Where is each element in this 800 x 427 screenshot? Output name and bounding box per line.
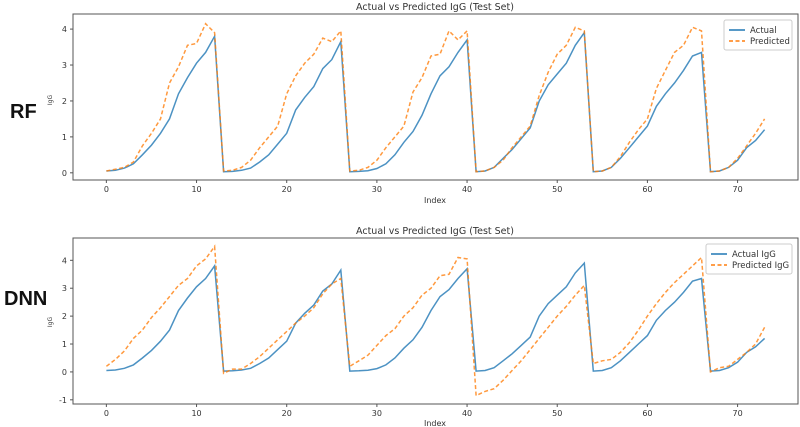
rf-panel: RF Actual vs Predicted IgG (Test Set) In…: [10, 2, 799, 205]
x-tick-label: 20: [282, 185, 292, 194]
legend-label: Actual: [750, 26, 777, 36]
x-tick-label: 0: [104, 185, 109, 194]
x-tick-label: 40: [462, 409, 472, 418]
y-tick-label: 4: [62, 256, 67, 265]
x-tick-label: 60: [642, 409, 652, 418]
plot-frame: [72, 13, 799, 181]
x-tick-label: 10: [191, 185, 201, 194]
y-axis-label: IgG: [47, 317, 54, 328]
plot-frame: [72, 237, 799, 405]
legend: [723, 19, 793, 51]
y-tick-label: 1: [62, 133, 67, 142]
chart-title: Actual vs Predicted IgG (Test Set): [356, 2, 514, 13]
x-tick-label: 50: [552, 409, 562, 418]
side-label: RF: [10, 101, 37, 123]
series-line-actual: [106, 30, 766, 173]
x-tick-label: 20: [282, 409, 292, 418]
series-line-actual-igg: [106, 261, 766, 372]
y-tick-label: 4: [62, 25, 67, 34]
side-label: DNN: [4, 288, 47, 310]
series-line-predicted-igg: [105, 244, 766, 397]
chart-title: Actual vs Predicted IgG (Test Set): [356, 226, 514, 237]
y-tick-label: -1: [59, 396, 67, 405]
legend: [705, 243, 793, 275]
y-axis-label: IgG: [47, 95, 54, 106]
legend-label: Actual IgG: [732, 250, 776, 260]
x-tick-label: 30: [372, 185, 382, 194]
legend-label: Predicted IgG: [732, 261, 789, 271]
x-tick-label: 0: [104, 409, 109, 418]
y-tick-label: 2: [62, 312, 67, 321]
y-tick-label: 3: [62, 284, 67, 293]
x-tick-label: 60: [642, 185, 652, 194]
x-tick-label: 10: [191, 409, 201, 418]
y-tick-label: 3: [62, 61, 67, 70]
x-tick-label: 50: [552, 185, 562, 194]
dnn-panel: DNN Actual vs Predicted IgG (Test Set) I…: [4, 226, 799, 427]
y-tick-label: 2: [62, 97, 67, 106]
x-tick-label: 70: [732, 409, 742, 418]
x-tick-label: 70: [732, 185, 742, 194]
y-tick-label: 0: [62, 368, 67, 377]
series-line-predicted: [106, 22, 766, 173]
y-tick-label: 1: [62, 340, 67, 349]
x-axis-label: Index: [424, 196, 446, 205]
x-tick-label: 40: [462, 185, 472, 194]
legend-label: Predicted: [750, 37, 790, 47]
x-tick-label: 30: [372, 409, 382, 418]
x-axis-label: Index: [424, 419, 446, 427]
y-tick-label: 0: [62, 169, 67, 178]
